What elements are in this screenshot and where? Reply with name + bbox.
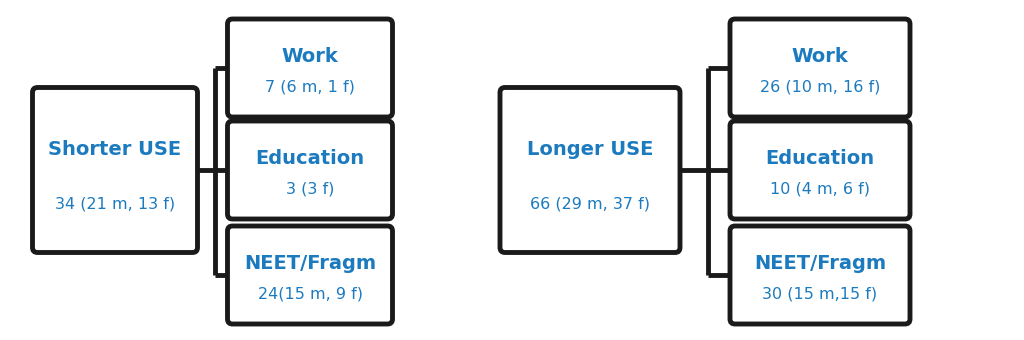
FancyBboxPatch shape (227, 121, 392, 219)
Text: NEET/Fragm: NEET/Fragm (244, 254, 376, 273)
Text: 34 (21 m, 13 f): 34 (21 m, 13 f) (55, 197, 175, 211)
Text: NEET/Fragm: NEET/Fragm (754, 254, 886, 273)
FancyBboxPatch shape (730, 226, 910, 324)
Text: Education: Education (765, 149, 874, 168)
Text: 30 (15 m,15 f): 30 (15 m,15 f) (763, 287, 878, 302)
FancyBboxPatch shape (730, 19, 910, 117)
FancyBboxPatch shape (500, 87, 680, 253)
Text: Longer USE: Longer USE (526, 140, 653, 159)
FancyBboxPatch shape (227, 226, 392, 324)
Text: 3 (3 f): 3 (3 f) (286, 182, 334, 197)
Text: 24(15 m, 9 f): 24(15 m, 9 f) (257, 287, 362, 302)
Text: 7 (6 m, 1 f): 7 (6 m, 1 f) (265, 80, 355, 95)
Text: 66 (29 m, 37 f): 66 (29 m, 37 f) (530, 197, 650, 211)
Text: 26 (10 m, 16 f): 26 (10 m, 16 f) (760, 80, 881, 95)
Text: Shorter USE: Shorter USE (48, 140, 181, 159)
Text: Work: Work (282, 47, 338, 66)
Text: Education: Education (255, 149, 365, 168)
FancyBboxPatch shape (730, 121, 910, 219)
Text: 10 (4 m, 6 f): 10 (4 m, 6 f) (770, 182, 870, 197)
FancyBboxPatch shape (33, 87, 198, 253)
FancyBboxPatch shape (227, 19, 392, 117)
Text: Work: Work (792, 47, 848, 66)
